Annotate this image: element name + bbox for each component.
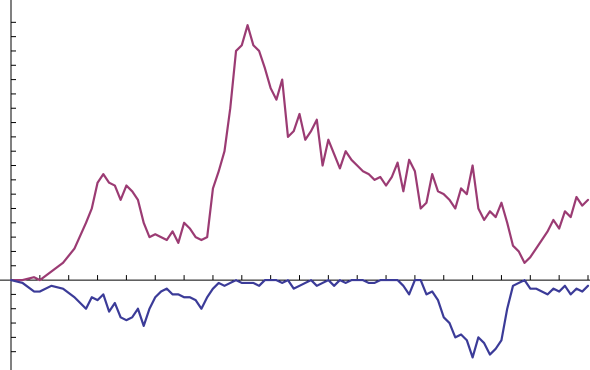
series-group [9,24,590,359]
series-line-1 [9,24,590,282]
series-line-2 [9,278,590,359]
y-axis-ticks [11,21,16,353]
x-axis-ticks [39,275,589,281]
